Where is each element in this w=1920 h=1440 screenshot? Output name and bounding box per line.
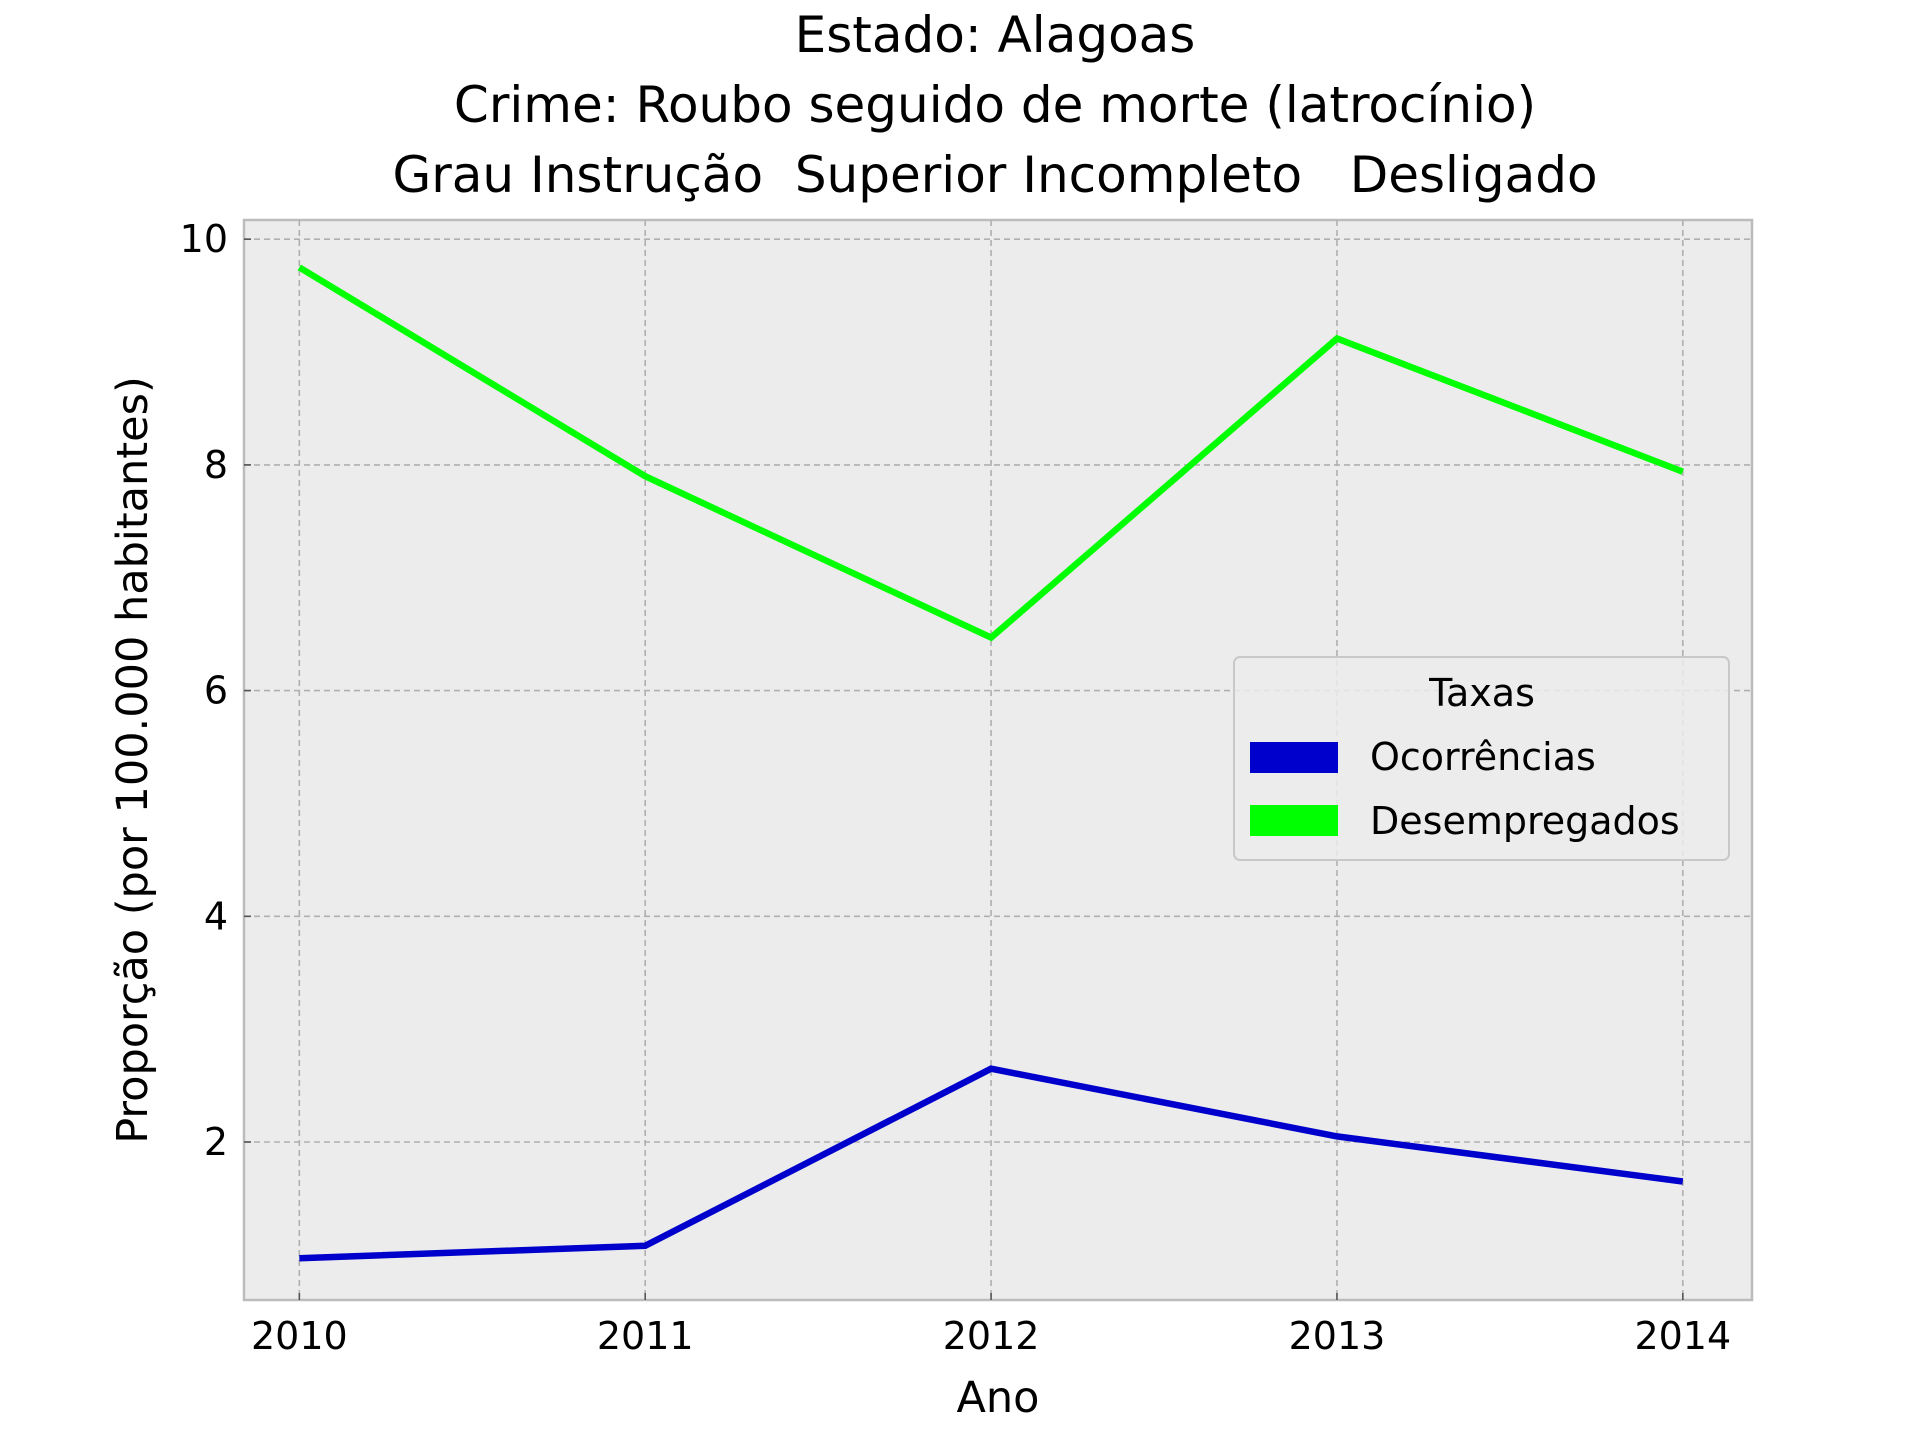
y-tick-label: 10 [180,217,228,261]
series-line-desempregados [297,264,1684,642]
x-tick-label: 2014 [1634,1314,1731,1358]
title-line-3: Grau Instrução Superior Incompleto Desli… [392,146,1597,204]
x-tick-label: 2011 [597,1314,694,1358]
title-line-1: Estado: Alagoas [795,6,1196,64]
y-gridlines [244,238,1752,1143]
legend-title: Taxas [1428,671,1535,715]
x-tick-label: 2010 [251,1314,348,1358]
x-tick-label: 2013 [1289,1314,1386,1358]
y-axis-label: Proporção (por 100.000 habitantes) [108,376,158,1144]
legend: Taxas Ocorrências Desempregados [1233,656,1730,861]
y-tick-label: 6 [204,669,228,713]
title-line-2: Crime: Roubo seguido de morte (latrocíni… [454,76,1536,134]
y-tick-label: 4 [204,894,228,938]
legend-box [1233,656,1730,861]
legend-label-ocorrencias: Ocorrências [1370,735,1596,779]
x-axis-label: Ano [957,1373,1040,1423]
series-lines [297,264,1684,1262]
y-tick-labels: 2 4 6 8 10 [180,217,228,1164]
legend-swatch-ocorrencias [1250,742,1338,773]
chart-title: Estado: Alagoas Crime: Roubo seguido de … [392,6,1597,204]
axis-ticks [244,238,1684,1300]
x-tick-labels: 2010 2011 2012 2013 2014 [251,1314,1731,1358]
legend-label-desempregados: Desempregados [1370,799,1680,843]
x-tick-label: 2012 [943,1314,1040,1358]
series-line-ocorrencias [299,1065,1684,1262]
legend-swatch-desempregados [1250,805,1338,836]
y-tick-label: 2 [204,1120,228,1164]
y-tick-label: 8 [204,443,228,487]
